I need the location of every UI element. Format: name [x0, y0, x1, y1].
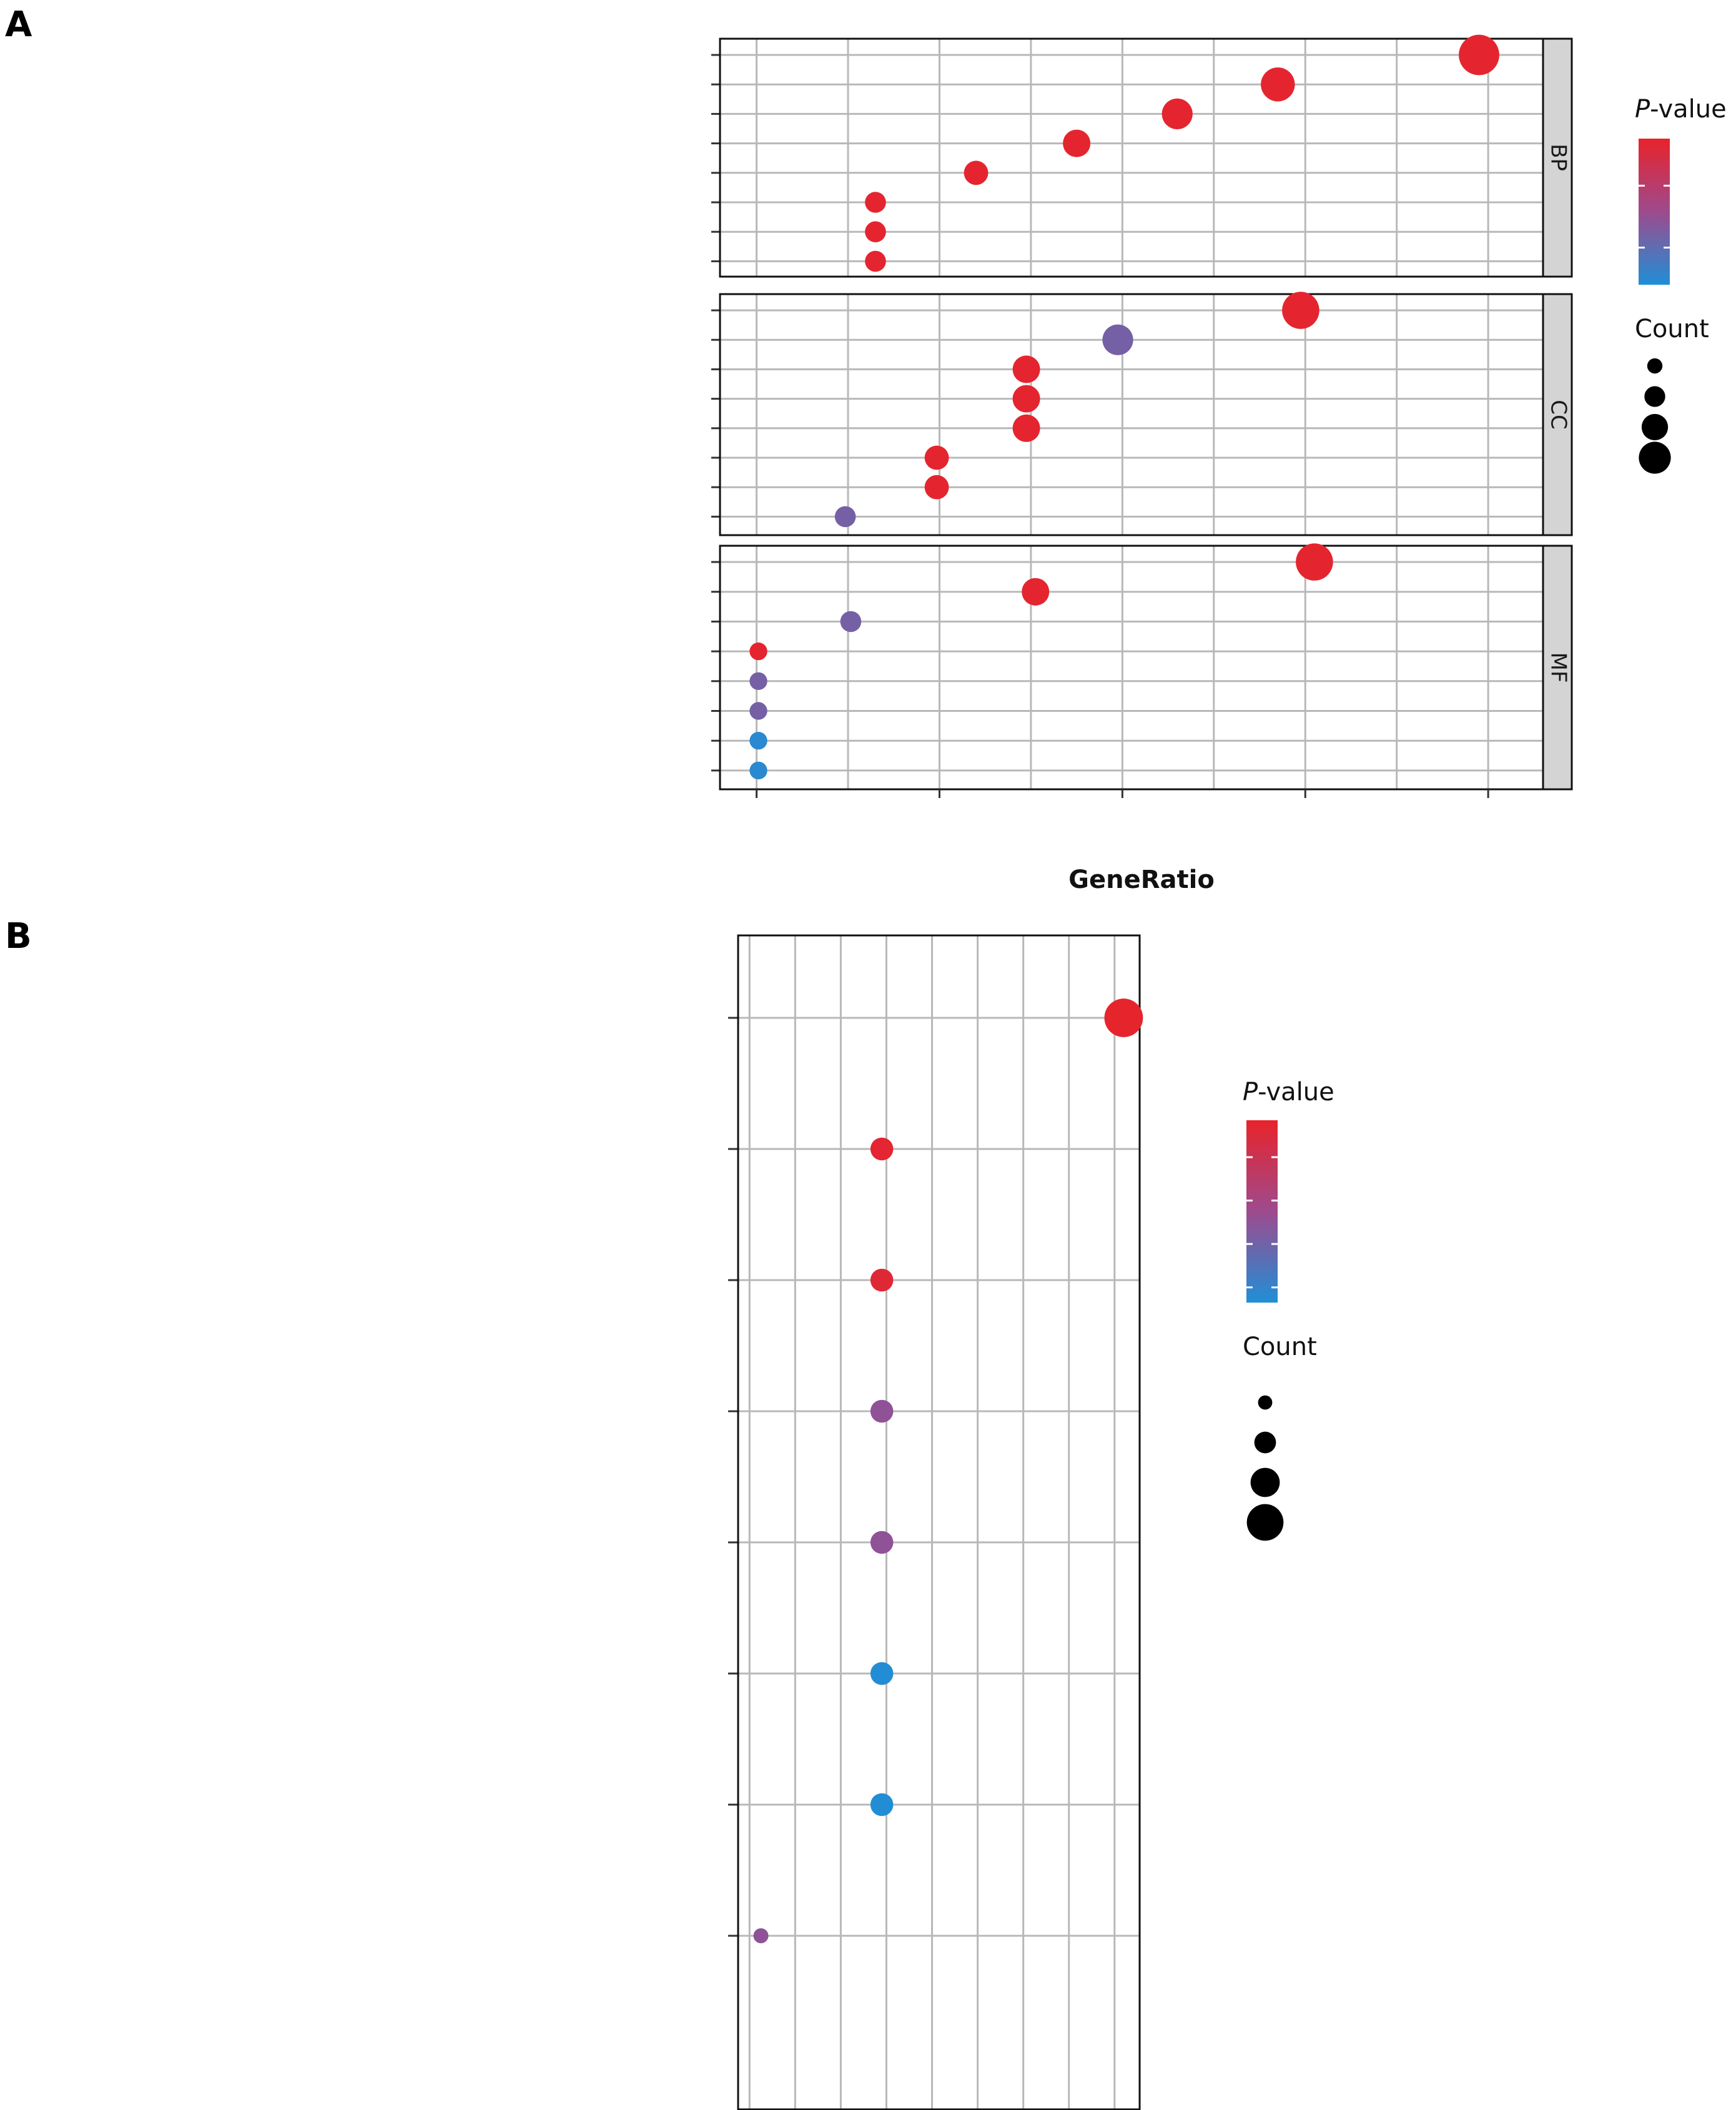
data-point: [1012, 385, 1040, 413]
data-point: [1022, 578, 1050, 606]
facet-cc-border: [719, 293, 1544, 536]
data-point: [1063, 129, 1091, 157]
size-legend-dot: [1258, 1395, 1273, 1410]
data-point: [1261, 67, 1295, 102]
data-point: [749, 672, 767, 691]
panel-a: A BP CC MF GeneRatio P: [5, 4, 1727, 894]
panel-a-color-legend-title-italic: P: [1635, 95, 1650, 124]
data-point: [1012, 355, 1040, 383]
panel-b-size-legend-title: Count: [1243, 1333, 1317, 1361]
facet-mf-dots: [749, 543, 1333, 780]
facet-cc: CC: [711, 292, 1573, 536]
panel-a-color-legend-title: P-value: [1635, 95, 1727, 124]
panel-b-border: [737, 934, 1141, 2110]
data-point: [1459, 34, 1499, 76]
panel-a-x-axis-title: GeneRatio: [1068, 865, 1215, 894]
panel-a-size-legend: Count: [1635, 315, 1709, 474]
size-legend-dot: [1641, 413, 1669, 441]
panel-a-x-axis: [756, 789, 1489, 798]
facet-bp-grid: [711, 39, 1543, 277]
size-legend-dot: [1254, 1431, 1276, 1454]
data-point: [870, 1137, 894, 1161]
panel-a-size-legend-title: Count: [1635, 315, 1709, 343]
data-point: [865, 192, 886, 213]
data-point: [753, 1928, 769, 1943]
facet-mf-strip-label: MF: [1546, 653, 1571, 683]
data-point: [870, 1793, 894, 1817]
panel-a-colorbar: [1639, 139, 1670, 285]
facet-mf-border: [719, 545, 1544, 791]
size-legend-dot: [1246, 1504, 1284, 1541]
data-point: [1161, 98, 1193, 129]
panel-b-color-legend-title-italic: P: [1243, 1078, 1258, 1107]
data-point: [924, 475, 949, 500]
facet-bp-dots: [865, 34, 1499, 272]
facet-cc-strip: [1542, 293, 1573, 536]
data-point: [1296, 543, 1333, 581]
panel-a-size-legend-keys: [1639, 358, 1671, 474]
panel-a-colorbar-ticks: [1639, 184, 1670, 249]
panel-b-label: B: [5, 916, 32, 957]
data-point: [1102, 324, 1133, 355]
panel-b-colorbar: [1246, 1120, 1278, 1303]
data-point: [749, 642, 767, 661]
facet-bp-border: [719, 37, 1544, 278]
size-legend-dot: [1639, 441, 1671, 474]
panel-b-size-legend: Count: [1243, 1333, 1317, 1541]
panel-b-color-legend: P-value: [1243, 1078, 1334, 1303]
facet-mf-strip: [1542, 545, 1573, 791]
data-point: [749, 702, 767, 720]
panel-a-color-legend-title-rest: -value: [1650, 95, 1727, 124]
data-point: [865, 250, 886, 272]
data-point: [749, 761, 767, 780]
facet-bp-strip-label: BP: [1546, 144, 1571, 171]
data-point: [924, 445, 949, 470]
data-point: [1282, 292, 1319, 329]
panel-b-color-legend-title: P-value: [1243, 1078, 1334, 1107]
panel-a-label: A: [5, 4, 32, 45]
data-point: [964, 160, 989, 185]
panel-b-colorbar-ticks: [1246, 1156, 1278, 1289]
data-point: [870, 1531, 894, 1554]
data-point: [870, 1268, 894, 1292]
facet-bp-strip: [1542, 37, 1573, 278]
data-point: [840, 611, 862, 633]
data-point: [749, 732, 767, 750]
data-point: [865, 221, 886, 243]
size-legend-dot: [1647, 358, 1663, 374]
panel-b-grid: [728, 935, 1140, 2109]
panel-b-dots: [753, 998, 1143, 1943]
data-point: [870, 1399, 894, 1423]
data-point: [1104, 998, 1143, 1037]
facet-bp: BP: [711, 34, 1573, 278]
panel-b-size-legend-keys: [1246, 1395, 1284, 1541]
facet-mf: MF: [711, 543, 1573, 791]
size-legend-dot: [1644, 386, 1665, 407]
data-point: [834, 506, 856, 528]
facet-mf-grid: [711, 546, 1543, 789]
facet-cc-dots: [834, 292, 1319, 528]
panel-b: B P-value Count: [5, 916, 1334, 2110]
panel-b-color-legend-title-rest: -value: [1258, 1078, 1334, 1107]
data-point: [870, 1662, 894, 1685]
data-point: [1012, 414, 1040, 442]
panel-a-color-legend: P-value: [1635, 95, 1727, 285]
facet-cc-strip-label: CC: [1546, 400, 1571, 429]
size-legend-dot: [1250, 1467, 1280, 1497]
